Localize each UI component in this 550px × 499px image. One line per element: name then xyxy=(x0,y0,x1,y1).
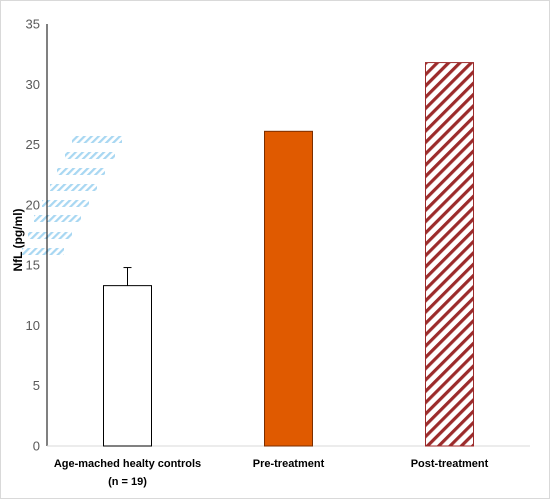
x-category-label: Pre-treatment xyxy=(253,458,325,470)
y-axis-ticks: 0 5 10 15 20 25 30 35 xyxy=(26,17,40,454)
y-tick-label: 20 xyxy=(26,197,40,212)
y-tick-label: 5 xyxy=(33,378,40,393)
x-category-label: Age-mached healty controls xyxy=(54,458,201,470)
x-category-label: Post-treatment xyxy=(411,458,489,470)
y-tick-label: 0 xyxy=(33,439,40,454)
x-category-sublabel: (n = 19) xyxy=(108,476,147,488)
y-tick-label: 35 xyxy=(26,17,40,32)
bar-2 xyxy=(264,130,313,447)
y-tick-label: 15 xyxy=(26,258,40,273)
decoration-strip xyxy=(57,168,105,175)
decoration-strip xyxy=(28,232,72,239)
decoration-strip xyxy=(50,184,97,191)
error-bars xyxy=(123,267,132,286)
y-tick-label: 10 xyxy=(26,318,40,333)
y-tick-label: 30 xyxy=(26,77,40,92)
y-axis-label: NfL (pg/ml) xyxy=(11,208,25,271)
bar-1 xyxy=(103,285,152,447)
background-hatch-decoration xyxy=(22,136,122,255)
y-tick-label: 25 xyxy=(26,137,40,152)
bars xyxy=(103,62,474,447)
decoration-strip xyxy=(72,136,122,143)
bar-3 xyxy=(425,62,474,447)
decoration-strip xyxy=(42,200,89,207)
decoration-strip xyxy=(22,248,64,255)
decoration-strip xyxy=(65,152,115,159)
decoration-strip xyxy=(34,215,81,222)
x-axis-labels: Age-mached healty controls (n = 19) Pre-tr… xyxy=(54,458,489,488)
